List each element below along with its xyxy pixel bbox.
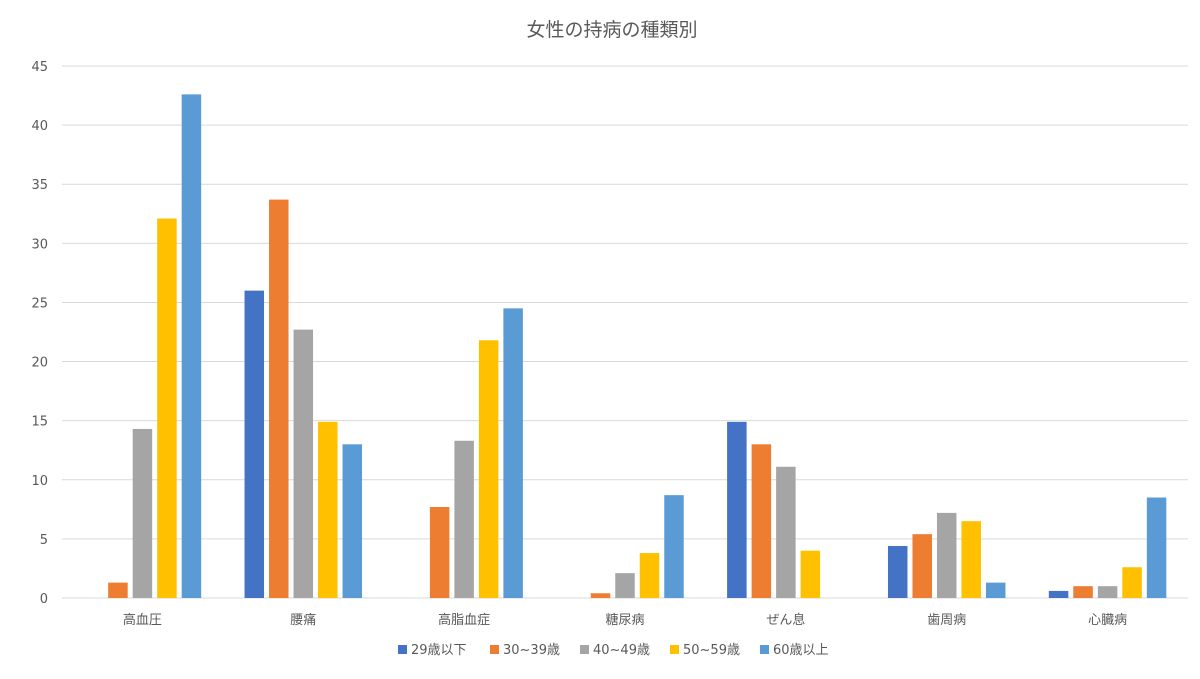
bar <box>1097 586 1118 598</box>
bar <box>1073 586 1093 598</box>
bar <box>800 550 821 598</box>
legend-label: 60歳以上 <box>773 643 829 658</box>
x-category-label: 腰痛 <box>290 612 316 628</box>
legend-swatch <box>398 645 407 654</box>
bar <box>478 340 499 598</box>
bar <box>157 218 177 599</box>
bar <box>1048 590 1069 598</box>
x-category-label: 心臓病 <box>1088 613 1127 628</box>
legend-label: 30~39歳 <box>503 643 560 658</box>
x-category-label: 糖尿病 <box>605 612 644 628</box>
y-tick-label: 35 <box>31 178 48 193</box>
x-category-label: ぜん息 <box>766 612 805 628</box>
x-category-label: 高脂血症 <box>438 612 490 628</box>
bar <box>454 440 474 598</box>
gridlines <box>62 65 1188 599</box>
bar <box>664 495 684 598</box>
bar <box>887 545 908 598</box>
bar <box>181 94 202 598</box>
y-tick-label: 10 <box>31 474 48 489</box>
bar <box>776 466 796 598</box>
bar <box>912 534 932 598</box>
y-tick-label: 45 <box>31 60 48 75</box>
y-tick-label: 0 <box>40 592 48 607</box>
legend-label: 50~59歳 <box>683 643 740 658</box>
bar <box>1122 567 1142 598</box>
chart-title: 女性の持病の種類別 <box>526 19 697 41</box>
legend-swatch <box>670 645 679 654</box>
bar <box>293 329 314 598</box>
y-tick-label: 40 <box>31 119 48 134</box>
bar <box>342 444 363 598</box>
legend-swatch <box>580 645 589 654</box>
bar <box>590 593 611 598</box>
bar <box>639 553 660 598</box>
y-axis-ticks: 0 5 10 15 20 25 30 35 40 45 <box>31 60 48 607</box>
legend-label: 29歳以下 <box>411 643 467 658</box>
x-category-label: 高血圧 <box>123 612 162 628</box>
y-tick-label: 15 <box>31 415 48 430</box>
y-tick-label: 20 <box>31 356 48 371</box>
legend-label: 40~49歳 <box>593 643 650 658</box>
bar <box>108 582 128 598</box>
legend-swatch <box>760 645 769 654</box>
bar <box>1146 497 1167 598</box>
y-tick-label: 5 <box>40 533 48 548</box>
bar <box>503 308 523 598</box>
bar <box>751 444 772 598</box>
legend: 29歳以下 30~39歳 40~49歳 50~59歳 60歳以上 <box>398 643 829 658</box>
bar <box>318 421 338 598</box>
legend-swatch <box>490 645 499 654</box>
x-category-label: 歯周病 <box>927 613 966 628</box>
x-axis-categories: 高血圧 腰痛 高脂血症 糖尿病 ぜん息 歯周病 心臓病 <box>123 612 1127 628</box>
bar <box>961 521 981 598</box>
y-tick-label: 30 <box>31 237 48 252</box>
bar <box>269 199 289 598</box>
bar <box>985 582 1006 598</box>
bars <box>108 94 1167 599</box>
bar <box>429 506 450 598</box>
bar <box>727 421 747 598</box>
bar <box>244 290 265 598</box>
bar <box>132 428 153 598</box>
bar <box>615 573 635 598</box>
y-tick-label: 25 <box>31 296 48 311</box>
bar <box>936 512 957 598</box>
